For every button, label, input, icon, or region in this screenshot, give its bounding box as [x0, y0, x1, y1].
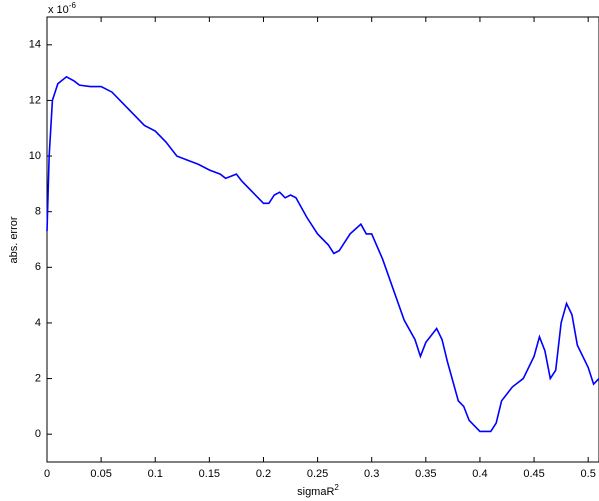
x-tick-label: 0.45: [523, 468, 544, 480]
x-tick-label: 0: [44, 468, 50, 480]
x-tick-label: 0.15: [199, 468, 220, 480]
x-tick-label: 0.5: [581, 468, 596, 480]
y-tick-label: 8: [35, 206, 41, 218]
x-tick-label: 0.05: [90, 468, 111, 480]
y-axis-label: abs. error: [8, 216, 20, 263]
x-tick-label: 0.25: [307, 468, 328, 480]
x-tick-label: 0.3: [364, 468, 379, 480]
y-tick-label: 0: [35, 428, 41, 440]
x-tick-label: 0.2: [256, 468, 271, 480]
y-tick-label: 4: [35, 317, 41, 329]
x-tick-label: 0.1: [148, 468, 163, 480]
y-tick-label: 6: [35, 261, 41, 273]
x-tick-label: 0.35: [415, 468, 436, 480]
y-tick-label: 10: [29, 150, 41, 162]
y-tick-label: 2: [35, 372, 41, 384]
x-tick-label: 0.4: [472, 468, 487, 480]
x-axis-label: sigmaR2: [297, 483, 339, 498]
data-line: [46, 75, 599, 433]
multiplier: x 10-6: [48, 1, 76, 16]
y-tick-label: 14: [29, 39, 41, 51]
y-tick-label: 12: [29, 94, 41, 106]
